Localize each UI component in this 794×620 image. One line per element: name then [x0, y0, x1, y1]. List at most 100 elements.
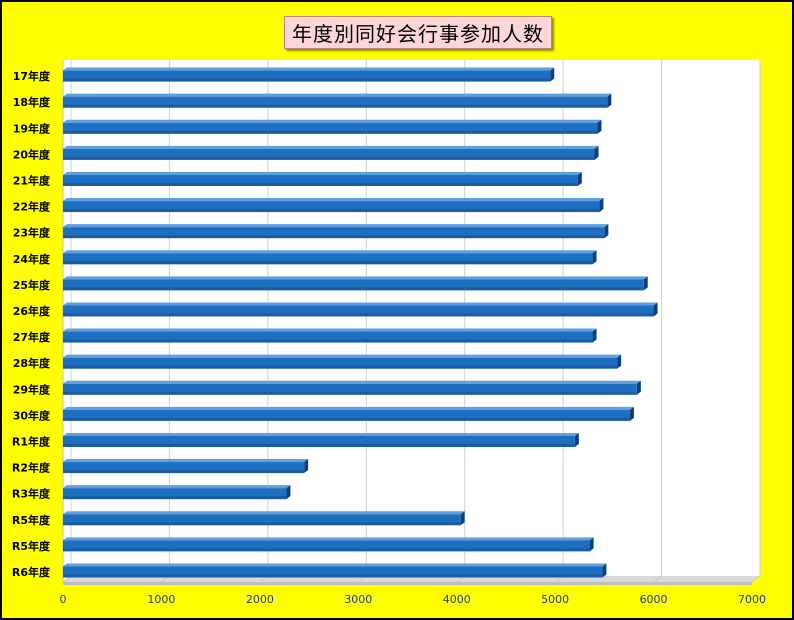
bar-end: [574, 432, 579, 447]
bar-top: [63, 537, 594, 541]
y-category-label: 30年度: [13, 408, 51, 422]
bar-top: [63, 406, 634, 410]
plot-area: [63, 60, 760, 582]
bar-top: [63, 145, 599, 149]
x-tick-label: 0: [60, 593, 67, 606]
bar-shade: [63, 156, 595, 160]
bar-end: [602, 563, 607, 578]
bar-end: [597, 119, 602, 134]
plot-floor-edge: [63, 582, 752, 585]
bar-shade: [63, 287, 644, 291]
y-category-label: R5年度: [12, 513, 51, 527]
bar: [63, 488, 287, 500]
bar-end: [304, 459, 309, 474]
bar-end: [653, 302, 658, 317]
bar-end: [592, 328, 597, 343]
bar: [63, 305, 654, 317]
bar-top: [63, 354, 622, 358]
bar-top: [63, 67, 555, 71]
y-category-label: 25年度: [13, 278, 51, 292]
bar: [63, 540, 590, 552]
bar: [63, 279, 644, 291]
bar: [63, 566, 603, 578]
bar-top: [63, 432, 579, 436]
bar-shade: [63, 548, 590, 552]
bar-top: [63, 459, 309, 463]
bar-top: [63, 328, 597, 332]
y-category-label: 28年度: [13, 356, 51, 370]
bar-top: [63, 93, 612, 97]
chart-title-box: 年度別同好会行事参加人数: [284, 16, 552, 49]
bar: [63, 409, 630, 421]
bar: [63, 201, 600, 213]
bar-shade: [63, 209, 600, 213]
bar-shade: [63, 391, 637, 395]
bar-shade: [63, 365, 618, 369]
y-category-label: R6年度: [12, 565, 51, 579]
bar-end: [617, 354, 622, 369]
y-category-label: 17年度: [13, 69, 51, 83]
bar-shade: [63, 522, 461, 526]
y-category-label: 24年度: [13, 252, 51, 266]
bar-top: [63, 511, 465, 515]
bar-top: [63, 485, 291, 489]
x-tick-label: 3000: [344, 593, 372, 606]
bar: [63, 174, 578, 186]
bar: [63, 96, 608, 108]
bar-top: [63, 276, 648, 280]
bar-shade: [63, 417, 630, 421]
bar-end: [577, 171, 582, 186]
x-tick-label: 7000: [738, 593, 766, 606]
bar-shade: [63, 235, 605, 239]
bar-shade: [63, 443, 575, 447]
bar-end: [589, 537, 594, 552]
bar: [63, 253, 593, 265]
y-category-label: 27年度: [13, 330, 51, 344]
x-tick-label: 4000: [443, 593, 471, 606]
bar: [63, 462, 305, 474]
bar-shade: [63, 313, 654, 317]
bar-end: [607, 93, 612, 108]
bar-end: [460, 511, 465, 526]
y-category-label: 18年度: [13, 95, 51, 109]
bar-top: [63, 563, 607, 567]
x-tick-label: 6000: [640, 593, 668, 606]
bar: [63, 383, 637, 395]
y-category-label: R2年度: [12, 461, 51, 475]
bar-end: [594, 145, 599, 160]
bar: [63, 331, 593, 343]
bar-shade: [63, 574, 603, 578]
bar-end: [286, 485, 291, 500]
bar: [63, 227, 605, 239]
bar-end: [643, 276, 648, 291]
bar-top: [63, 224, 609, 228]
bar-shade: [63, 261, 593, 265]
y-category-label: 21年度: [13, 173, 51, 187]
bar-top: [63, 198, 604, 202]
bar: [63, 122, 598, 134]
gridline-floor: [653, 575, 662, 583]
chart-title: 年度別同好会行事参加人数: [292, 22, 544, 46]
bar-end: [604, 224, 609, 239]
bar: [63, 357, 618, 369]
bar-shade: [63, 470, 305, 474]
bar-end: [592, 250, 597, 265]
x-tick-label: 5000: [541, 593, 569, 606]
y-category-label: 23年度: [13, 226, 51, 240]
bar: [63, 435, 575, 447]
y-category-label: 22年度: [13, 200, 51, 214]
bar-top: [63, 171, 582, 175]
bar-shade: [63, 339, 593, 343]
gridline-floor: [751, 575, 761, 583]
bar: [63, 148, 595, 160]
y-category-label: 19年度: [13, 121, 51, 135]
y-category-label: 29年度: [13, 382, 51, 396]
y-category-label: 20年度: [13, 147, 51, 161]
bar-end: [629, 406, 634, 421]
bar-shade: [63, 182, 578, 186]
bar-end: [636, 380, 641, 395]
y-category-label: R3年度: [12, 487, 51, 501]
y-category-label: R5年度: [12, 539, 51, 553]
bar-top: [63, 380, 641, 384]
